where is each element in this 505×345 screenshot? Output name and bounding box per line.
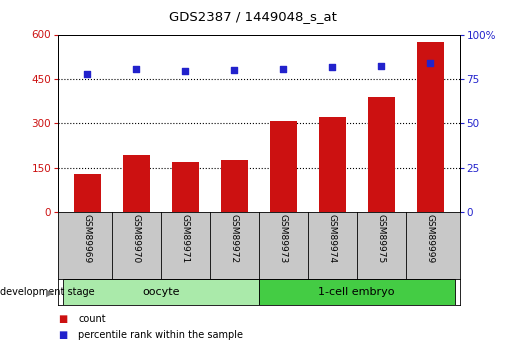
Bar <box>74 174 101 212</box>
Text: GSM89971: GSM89971 <box>181 214 190 264</box>
Text: ■: ■ <box>58 330 67 340</box>
Point <box>132 66 140 72</box>
Bar <box>270 121 297 212</box>
Point <box>426 60 434 66</box>
Text: ■: ■ <box>58 314 67 324</box>
Bar <box>221 160 248 212</box>
Text: GSM89969: GSM89969 <box>83 214 92 264</box>
Bar <box>417 42 443 212</box>
Point <box>181 68 189 74</box>
Text: development stage: development stage <box>0 287 94 297</box>
Point <box>328 65 336 70</box>
Text: 1-cell embryo: 1-cell embryo <box>319 287 395 297</box>
Text: GSM89973: GSM89973 <box>279 214 288 264</box>
Bar <box>172 162 199 212</box>
Text: count: count <box>78 314 106 324</box>
Point <box>279 66 287 72</box>
Bar <box>63 279 259 305</box>
Bar <box>319 117 346 212</box>
Text: GSM89970: GSM89970 <box>132 214 141 264</box>
Bar <box>259 279 454 305</box>
Point <box>83 71 91 76</box>
Text: GSM89975: GSM89975 <box>377 214 386 264</box>
Text: ▶: ▶ <box>45 287 53 297</box>
Point <box>230 67 238 73</box>
Text: GDS2387 / 1449048_s_at: GDS2387 / 1449048_s_at <box>169 10 336 23</box>
Text: GSM89999: GSM89999 <box>426 214 435 264</box>
Bar <box>123 155 150 212</box>
Text: oocyte: oocyte <box>142 287 180 297</box>
Text: GSM89974: GSM89974 <box>328 214 337 263</box>
Point <box>377 64 385 69</box>
Bar <box>368 97 395 212</box>
Text: GSM89972: GSM89972 <box>230 214 239 263</box>
Text: percentile rank within the sample: percentile rank within the sample <box>78 330 243 340</box>
